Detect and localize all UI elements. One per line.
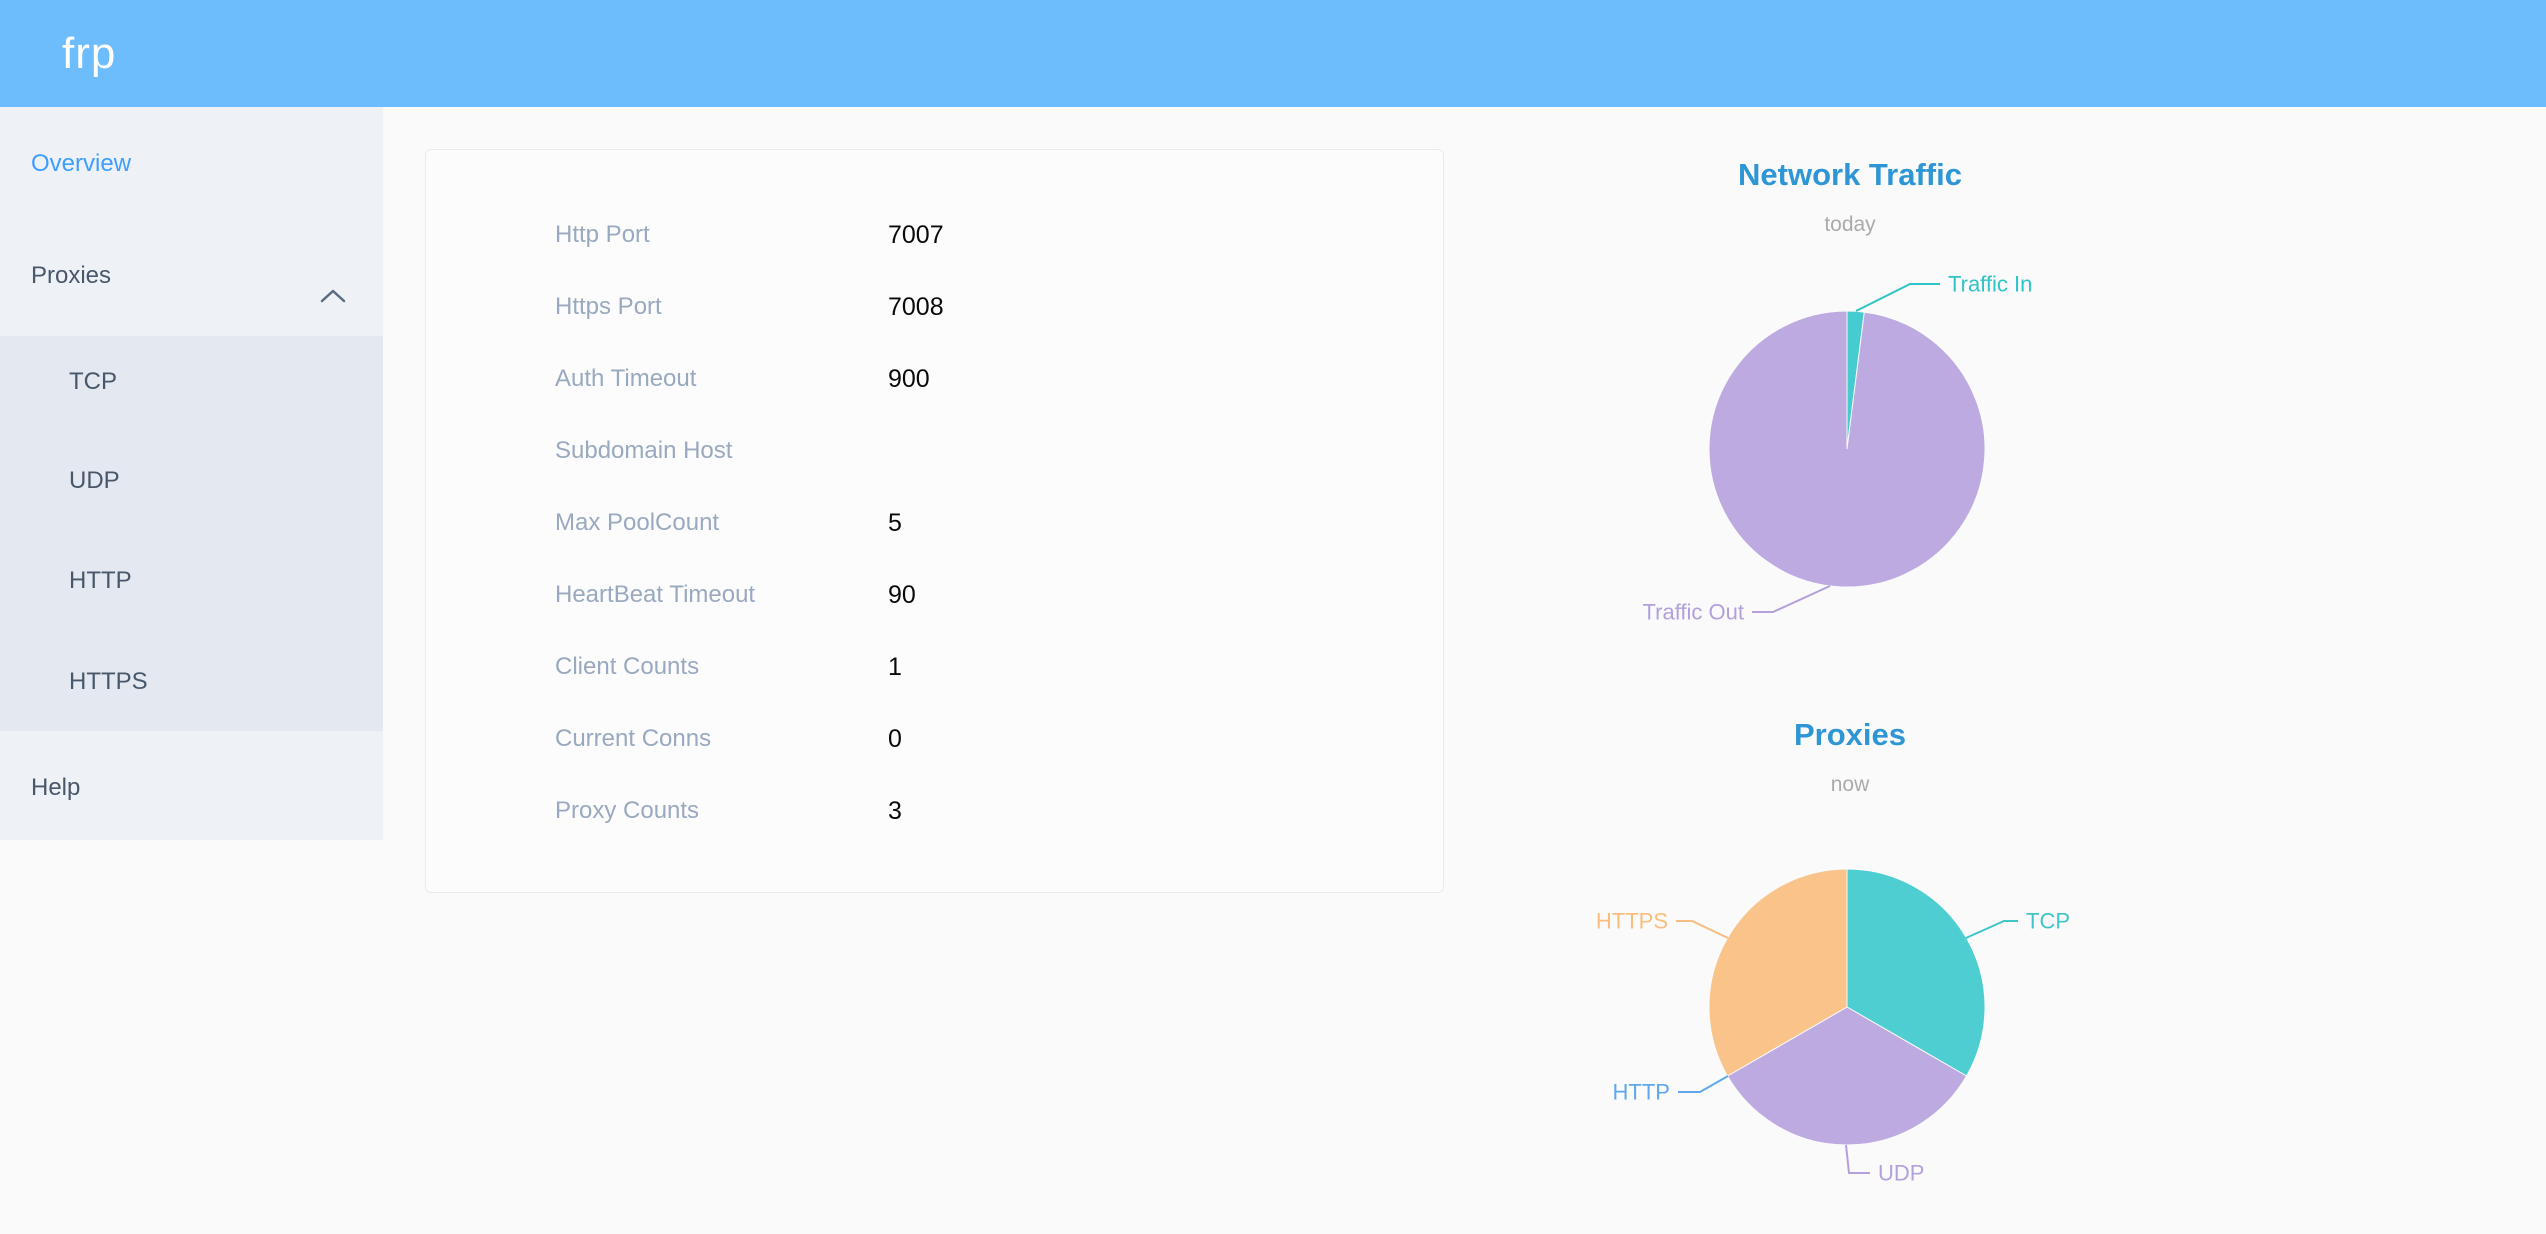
sidebar-item-http[interactable]: HTTP <box>0 553 383 609</box>
info-row-label: Max PoolCount <box>555 509 720 536</box>
pie-label-line <box>1678 1075 1729 1093</box>
pie-label-udp: UDP <box>1878 1161 1924 1186</box>
sidebar-item-help[interactable]: Help <box>0 760 383 816</box>
info-row-value: 7008 <box>888 292 944 321</box>
sidebar-item-udp[interactable]: UDP <box>0 453 383 509</box>
info-row-label: Client Counts <box>555 653 700 680</box>
sidebar-item-label: Help <box>31 774 81 801</box>
info-row-value: 0 <box>888 724 902 753</box>
info-row-value: 7007 <box>888 220 944 249</box>
info-row: Proxy Counts 3 <box>426 775 1443 847</box>
pie-label-line <box>1676 920 1729 939</box>
chart-title: Proxies <box>1793 717 1906 752</box>
pie-label-line <box>1855 283 1940 312</box>
info-row: HeartBeat Timeout 90 <box>426 559 1443 631</box>
proxies-pie: TCP UDP HTTP HTTPS <box>1596 868 2070 1186</box>
proxies-chart: Proxies now TCP UDP HTTP HTTPS <box>1450 700 2250 1234</box>
info-row-label: Auth Timeout <box>555 365 697 392</box>
pie-label-traffic-out: Traffic Out <box>1643 600 1744 625</box>
pie-label-line <box>1845 1144 1870 1174</box>
info-row-label: Proxy Counts <box>555 797 700 824</box>
sidebar: Overview Proxies TCP UDP HTTP HTTPS Help <box>0 107 383 840</box>
pie-label-tcp: TCP <box>2026 909 2070 934</box>
info-row: Https Port 7008 <box>426 271 1443 343</box>
info-row-value: 5 <box>888 508 902 537</box>
info-row-label: Http Port <box>555 221 650 248</box>
info-row: Client Counts 1 <box>426 631 1443 703</box>
info-row-label: Https Port <box>555 293 662 320</box>
server-info-card: Http Port 7007 Https Port 7008 Auth Timeout 9… <box>425 149 1444 893</box>
pie-label-traffic-in: Traffic In <box>1948 272 2032 297</box>
info-row: Auth Timeout 900 <box>426 343 1443 415</box>
sidebar-item-label: UDP <box>69 467 120 494</box>
sidebar-item-label: TCP <box>69 368 117 395</box>
network-traffic-pie: Traffic In Traffic Out <box>1643 272 2033 625</box>
info-row: Http Port 7007 <box>426 199 1443 271</box>
app-header: frp <box>0 0 2546 107</box>
info-row-value: 3 <box>888 796 902 825</box>
chart-subtitle: now <box>1830 773 1870 796</box>
info-row: Max PoolCount 5 <box>426 487 1443 559</box>
sidebar-submenu-proxies: TCP UDP HTTP HTTPS <box>0 336 383 731</box>
network-traffic-chart: Network Traffic today Traffic In Traffic … <box>1450 140 2250 700</box>
info-row: Current Conns 0 <box>426 703 1443 775</box>
pie-label-https: HTTPS <box>1596 909 1668 934</box>
sidebar-item-proxies[interactable]: Proxies <box>0 248 383 304</box>
chart-title: Network Traffic <box>1738 157 1962 192</box>
pie-slice-traffic-out[interactable] <box>1708 310 1986 588</box>
pie-label-line <box>1965 920 2018 939</box>
app-logo: frp <box>62 29 117 78</box>
chevron-up-icon <box>319 269 347 325</box>
info-row-value: 1 <box>888 652 902 681</box>
info-row-value: 900 <box>888 364 930 393</box>
pie-label-http: HTTP <box>1613 1080 1670 1105</box>
info-row-label: Current Conns <box>555 725 712 752</box>
chart-subtitle: today <box>1824 213 1876 236</box>
sidebar-item-label: Proxies <box>31 262 112 289</box>
info-row-value: 90 <box>888 580 916 609</box>
pie-label-line <box>1752 585 1831 613</box>
info-row: Subdomain Host <box>426 415 1443 487</box>
sidebar-item-overview[interactable]: Overview <box>0 136 383 192</box>
sidebar-item-label: HTTPS <box>69 668 148 695</box>
sidebar-item-tcp[interactable]: TCP <box>0 354 383 410</box>
info-row-label: Subdomain Host <box>555 437 733 464</box>
sidebar-item-label: HTTP <box>69 567 132 594</box>
sidebar-item-https[interactable]: HTTPS <box>0 654 383 710</box>
sidebar-item-label: Overview <box>31 150 132 177</box>
server-info-rows: Http Port 7007 Https Port 7008 Auth Timeout 9… <box>426 199 1443 847</box>
info-row-label: HeartBeat Timeout <box>555 581 756 608</box>
